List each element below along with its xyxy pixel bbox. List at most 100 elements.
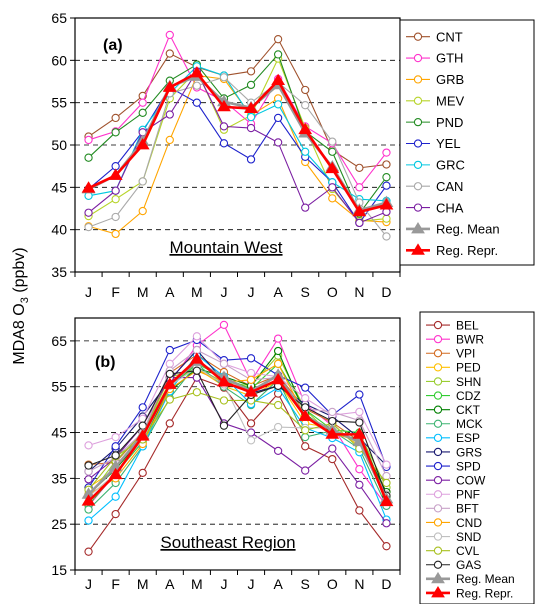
legend-label: CAN — [436, 179, 463, 194]
x-tick-label: J — [220, 284, 227, 300]
data-point — [165, 369, 174, 379]
data-point — [217, 99, 231, 112]
data-point — [138, 468, 147, 478]
data-point — [162, 377, 177, 389]
data-point — [165, 395, 174, 404]
data-point — [355, 218, 364, 228]
legend-swatch-marker — [433, 461, 443, 471]
series-line — [88, 65, 387, 202]
x-tick-label: J — [248, 284, 255, 300]
legend-label: PNF — [456, 488, 480, 502]
series-line — [88, 53, 387, 215]
legend-item-snd: SND — [426, 530, 482, 544]
data-point — [84, 441, 93, 450]
data-point — [301, 383, 310, 392]
data-point — [273, 400, 283, 410]
series-line — [88, 70, 387, 224]
data-point — [219, 73, 229, 82]
legend-item-cha: CHA — [406, 200, 464, 215]
data-point — [301, 101, 310, 110]
data-point — [382, 542, 391, 551]
data-point — [219, 421, 229, 430]
data-point — [301, 442, 310, 451]
data-point — [273, 138, 283, 147]
legend-label: GAS — [456, 558, 481, 572]
legend-item-ckt: CKT — [426, 403, 481, 417]
legend-swatch-marker — [433, 518, 443, 527]
legend-item-grc: GRC — [406, 158, 465, 173]
legend-swatch-marker — [433, 433, 443, 442]
data-point — [273, 35, 283, 44]
data-point — [192, 366, 202, 375]
legend-label: MCK — [456, 417, 483, 431]
x-tick-label: F — [111, 284, 120, 300]
data-point — [382, 232, 391, 241]
data-point — [382, 181, 391, 190]
data-point — [246, 354, 256, 363]
data-point — [301, 394, 310, 403]
y-tick-label: 50 — [51, 137, 67, 153]
data-point — [192, 98, 202, 107]
data-point — [246, 419, 256, 428]
data-point — [382, 519, 391, 528]
legend-swatch-marker — [413, 96, 423, 105]
x-tick-label: J — [85, 284, 92, 300]
legend-swatch-marker — [433, 532, 443, 541]
panel-label: (b) — [95, 354, 115, 371]
region-label: Southeast Region — [160, 533, 295, 552]
x-tick-label: N — [354, 576, 364, 592]
x-tick-label: M — [191, 576, 203, 592]
y-tick-label: 60 — [51, 52, 67, 68]
legend-label: BFT — [456, 502, 479, 516]
data-point — [111, 195, 120, 204]
data-point — [81, 494, 96, 506]
data-point — [108, 467, 123, 480]
data-point — [84, 516, 93, 525]
legend-swatch-marker — [411, 221, 425, 234]
data-point — [111, 509, 120, 519]
data-point — [273, 446, 283, 456]
data-point — [84, 547, 93, 556]
data-point — [219, 122, 229, 131]
data-point — [111, 451, 120, 460]
series-reg-repr — [81, 352, 394, 507]
data-point — [352, 204, 367, 217]
x-tick-label: J — [85, 576, 92, 592]
legend-swatch-marker — [433, 320, 443, 330]
data-point — [355, 418, 364, 427]
data-point — [271, 73, 286, 86]
data-point — [165, 359, 174, 368]
data-point — [192, 81, 202, 90]
legend-item-cdz: CDZ — [426, 389, 481, 403]
legend-swatch-marker — [433, 377, 443, 386]
data-point — [219, 359, 229, 368]
data-point — [355, 183, 364, 192]
legend-label: CNT — [436, 29, 463, 44]
series-line — [88, 370, 387, 496]
x-tick-label: O — [327, 576, 338, 592]
data-point — [382, 160, 391, 169]
y-tick-label: 55 — [51, 95, 67, 111]
data-point — [352, 427, 367, 439]
data-point — [273, 334, 283, 343]
series-cha — [84, 67, 391, 228]
x-tick-label: A — [273, 284, 283, 300]
data-point — [111, 432, 120, 442]
x-tick-label: A — [273, 576, 283, 592]
legend-item-reg-repr: Reg. Repr. — [426, 585, 513, 600]
legend-label: VPI — [456, 347, 475, 361]
data-point — [111, 492, 120, 501]
legend-label: SHN — [456, 375, 481, 389]
data-point — [246, 67, 256, 76]
series-line — [88, 339, 387, 488]
legend-item-gas: GAS — [426, 558, 481, 572]
data-point — [355, 390, 364, 399]
y-tick-label: 65 — [51, 333, 67, 349]
legend-box — [419, 311, 535, 604]
data-point — [165, 110, 174, 119]
x-tick-label: J — [220, 576, 227, 592]
data-point — [382, 478, 391, 488]
y-tick-label: 25 — [51, 516, 67, 532]
data-point — [111, 128, 120, 137]
